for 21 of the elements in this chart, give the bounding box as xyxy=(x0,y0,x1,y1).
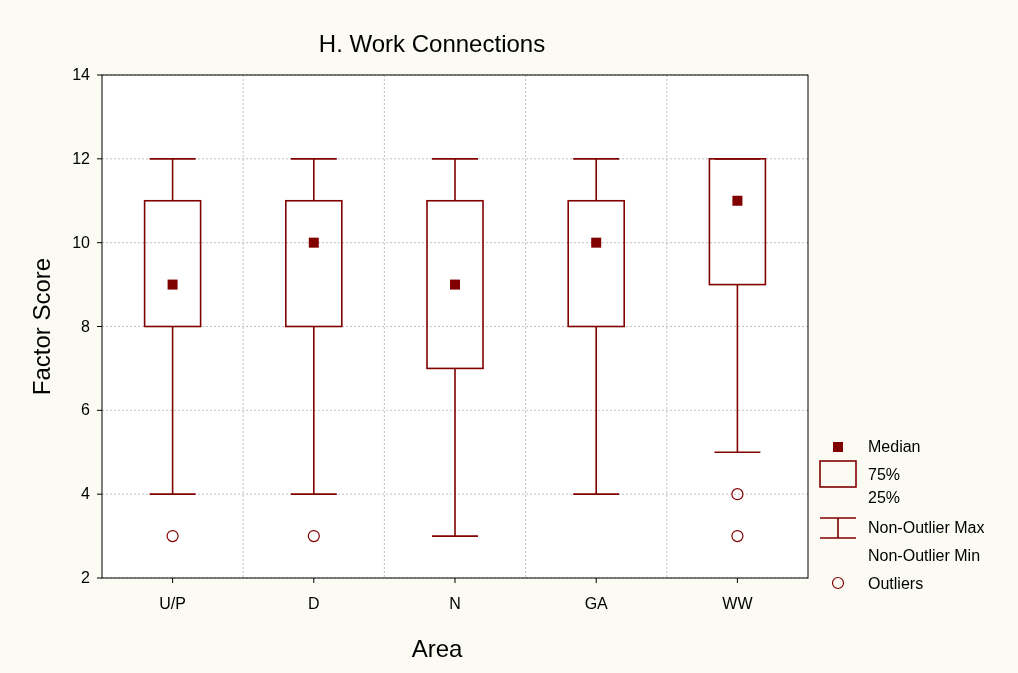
y-axis-title: Factor Score xyxy=(28,257,55,396)
text: 25% xyxy=(868,489,901,506)
x-tick-label: U/P xyxy=(159,595,186,612)
text: Non-Outlier Max xyxy=(868,519,985,536)
x-tick-label: WW xyxy=(722,595,754,612)
x-tick-label: GA xyxy=(584,595,609,612)
x-tick-label: D xyxy=(308,595,320,612)
chart-title: H. Work Connections xyxy=(318,30,546,57)
y-tick-label: 8 xyxy=(81,317,91,335)
y-tick-label: 4 xyxy=(81,485,91,503)
y-tick-label: 14 xyxy=(72,66,91,83)
text: 75% xyxy=(868,466,901,483)
text: Outliers xyxy=(868,575,924,592)
x-tick-label: N xyxy=(449,595,461,612)
y-tick-label: 6 xyxy=(81,401,91,419)
x-axis-title: Area xyxy=(411,635,463,662)
text: Non-Outlier Min xyxy=(868,547,981,564)
text: Median xyxy=(868,438,921,455)
y-tick-label: 12 xyxy=(72,149,91,167)
y-tick-label: 10 xyxy=(72,233,91,251)
y-tick-label: 2 xyxy=(81,569,91,586)
